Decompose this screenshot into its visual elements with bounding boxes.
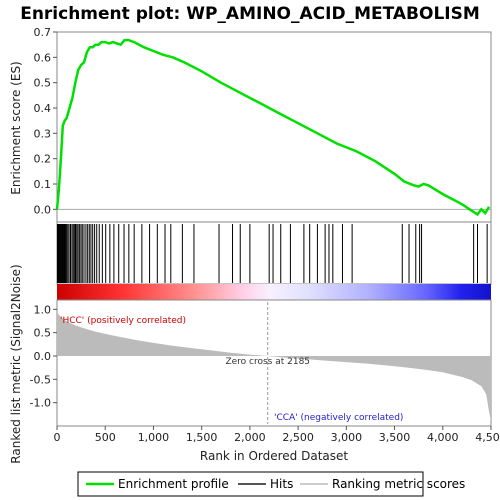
- es-y-tick-label: 0.2: [34, 153, 52, 166]
- x-axis-ticks: 0 500 1,000 1,500 2,000 2,500 3,000 3,500 4,000 4…: [54, 426, 500, 444]
- metric-y-tick-label: -0.5: [30, 373, 51, 386]
- x-tick-label: 1,500: [186, 431, 218, 444]
- x-tick-label: 4,500: [475, 431, 500, 444]
- es-y-tick-label: 0.0: [34, 203, 52, 216]
- x-tick-label: 3,500: [379, 431, 411, 444]
- metric-y-tick-label: 1.0: [34, 303, 52, 316]
- es-panel-frame: [56, 31, 492, 223]
- positive-correlation-label: 'HCC' (positively correlated): [60, 316, 186, 326]
- metric-y-ticks: -1.0 -0.5 0.0 0.5 1.0: [30, 303, 57, 410]
- x-tick-label: 2,000: [234, 431, 266, 444]
- es-y-axis-label: Enrichment score (ES): [9, 61, 23, 194]
- metric-y-tick-label: 0.5: [34, 327, 52, 340]
- es-y-tick-label: 0.6: [34, 51, 52, 64]
- zero-cross-label: Zero cross at 2185: [225, 357, 310, 367]
- legend-profile-label: Enrichment profile: [118, 477, 229, 491]
- es-y-tick-label: 0.1: [34, 178, 52, 191]
- es-y-tick-label: 0.4: [34, 102, 52, 115]
- metric-y-axis-label: Ranked list metric (Signal2Noise): [9, 264, 23, 463]
- hits-panel-frame: [56, 221, 492, 285]
- x-tick-label: 4,000: [427, 431, 459, 444]
- metric-y-tick-label: 0.0: [34, 350, 52, 363]
- negative-correlation-label: 'CCA' (negatively correlated): [274, 413, 403, 423]
- chart-title: Enrichment plot: WP_AMINO_ACID_METABOLIS…: [20, 4, 480, 24]
- x-tick-label: 500: [95, 431, 116, 444]
- metric-y-tick-label: -1.0: [30, 397, 51, 410]
- es-y-tick-label: 0.7: [34, 26, 52, 39]
- x-tick-label: 1,000: [138, 431, 170, 444]
- x-tick-label: 2,500: [282, 431, 314, 444]
- es-y-tick-label: 0.3: [34, 127, 52, 140]
- x-tick-label: 0: [54, 431, 61, 444]
- rank-color-bar: [57, 284, 491, 300]
- enrichment-profile-line: [55, 38, 491, 217]
- es-y-tick-label: 0.5: [34, 77, 52, 90]
- x-axis-label: Rank in Ordered Dataset: [200, 449, 348, 463]
- legend-metric-label: Ranking metric scores: [332, 477, 465, 491]
- x-tick-label: 3,000: [331, 431, 363, 444]
- hits-marks: [56, 224, 488, 283]
- legend-hits-label: Hits: [270, 477, 293, 491]
- ranking-metric-area: [57, 311, 491, 422]
- es-y-ticks: 0.0 0.1 0.2 0.3 0.4 0.5 0.6 0.7: [34, 26, 57, 216]
